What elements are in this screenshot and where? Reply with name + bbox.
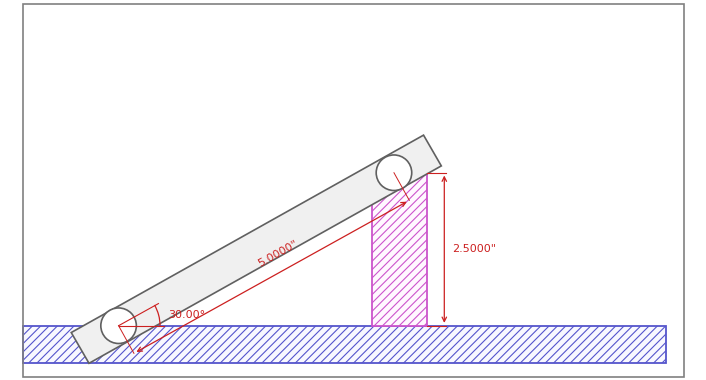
Bar (23, 326, 666, 363)
Polygon shape (71, 135, 441, 363)
Text: 30.00°: 30.00° (168, 310, 205, 320)
Text: 2.5000": 2.5000" (453, 244, 496, 254)
Circle shape (376, 155, 412, 190)
Bar (372, 173, 426, 326)
Circle shape (101, 308, 136, 344)
Text: 5.0000": 5.0000" (256, 239, 299, 269)
